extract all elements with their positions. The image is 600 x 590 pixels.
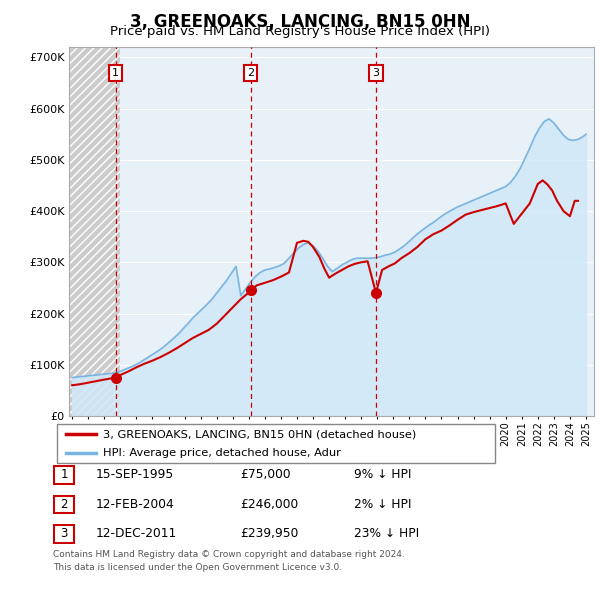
Text: 2: 2 [61, 498, 68, 511]
FancyBboxPatch shape [54, 525, 74, 543]
Text: This data is licensed under the Open Government Licence v3.0.: This data is licensed under the Open Gov… [53, 563, 342, 572]
Text: 3, GREENOAKS, LANCING, BN15 0HN: 3, GREENOAKS, LANCING, BN15 0HN [130, 13, 470, 31]
Text: £75,000: £75,000 [240, 468, 290, 481]
Text: 23% ↓ HPI: 23% ↓ HPI [354, 527, 419, 540]
Text: 2% ↓ HPI: 2% ↓ HPI [354, 498, 412, 511]
FancyBboxPatch shape [57, 424, 495, 463]
Text: 9% ↓ HPI: 9% ↓ HPI [354, 468, 412, 481]
Text: HPI: Average price, detached house, Adur: HPI: Average price, detached house, Adur [103, 448, 341, 458]
Text: 2: 2 [247, 68, 254, 78]
Text: 1: 1 [112, 68, 119, 78]
Text: 3: 3 [373, 68, 379, 78]
Text: £246,000: £246,000 [240, 498, 298, 511]
Text: 3: 3 [61, 527, 68, 540]
Text: 12-DEC-2011: 12-DEC-2011 [96, 527, 177, 540]
Text: £239,950: £239,950 [240, 527, 298, 540]
Text: 12-FEB-2004: 12-FEB-2004 [96, 498, 175, 511]
FancyBboxPatch shape [54, 466, 74, 484]
Text: Contains HM Land Registry data © Crown copyright and database right 2024.: Contains HM Land Registry data © Crown c… [53, 550, 404, 559]
Text: 1: 1 [61, 468, 68, 481]
FancyBboxPatch shape [54, 496, 74, 513]
Bar [69, 47, 121, 416]
Text: Price paid vs. HM Land Registry's House Price Index (HPI): Price paid vs. HM Land Registry's House … [110, 25, 490, 38]
Text: 3, GREENOAKS, LANCING, BN15 0HN (detached house): 3, GREENOAKS, LANCING, BN15 0HN (detache… [103, 430, 416, 440]
Text: 15-SEP-1995: 15-SEP-1995 [96, 468, 174, 481]
